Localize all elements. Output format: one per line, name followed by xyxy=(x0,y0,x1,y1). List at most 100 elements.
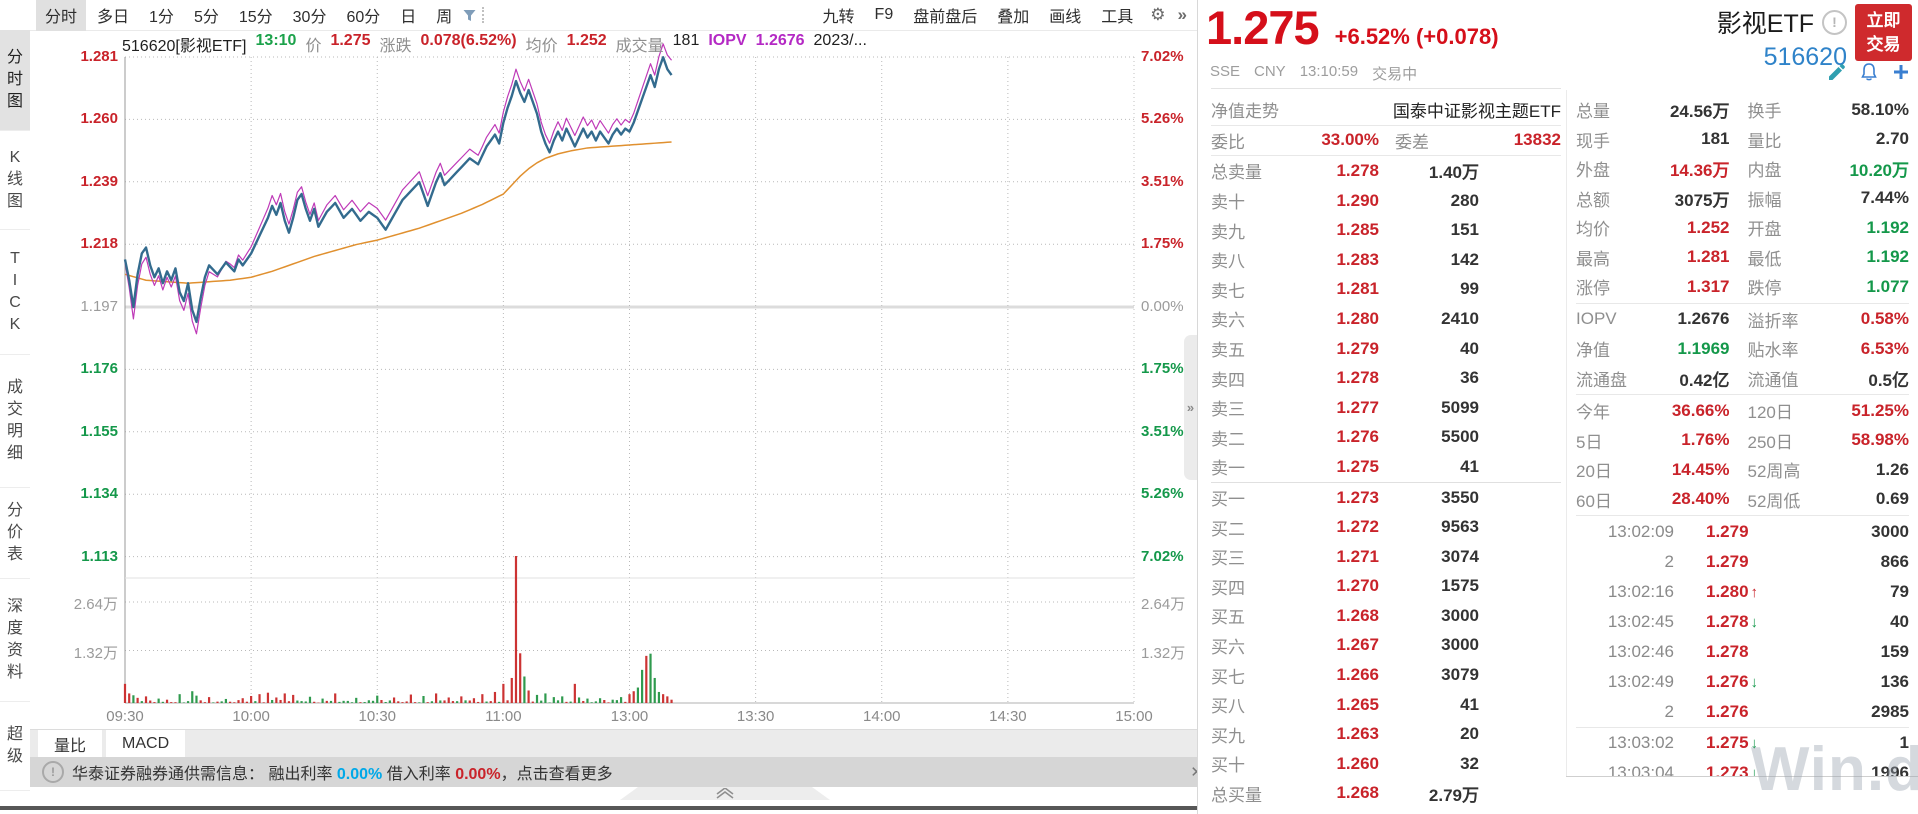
toolbar-item-叠加[interactable]: 叠加 xyxy=(997,9,1030,26)
period-tab-周[interactable]: 周 xyxy=(436,9,453,26)
bid-row-2[interactable]: 买二 1.272 9563 xyxy=(1211,512,1561,542)
collapse-handle-bottom[interactable] xyxy=(620,787,830,800)
total-buy-row[interactable]: 总买量 1.268 2.79万 xyxy=(1211,779,1561,809)
toolbar-item-画线[interactable]: 画线 xyxy=(1049,9,1082,26)
level-price: 1.260 xyxy=(1336,753,1379,773)
trade-time: 2 xyxy=(1664,702,1674,721)
total-sell-row[interactable]: 总卖量 1.278 1.40万 xyxy=(1211,156,1561,186)
indicator-tab-MACD[interactable]: MACD xyxy=(106,730,186,758)
period-tab-分时[interactable]: 分时 xyxy=(36,0,87,31)
trade-row-6[interactable]: 2 1.276 2985 xyxy=(1576,697,1909,727)
sidebar-item-4[interactable]: 成交明细 xyxy=(0,355,30,488)
toolbar-item-九转[interactable]: 九转 xyxy=(822,9,855,26)
trade-row-3[interactable]: 13:02:45 1.278 ↓ 40 xyxy=(1576,607,1909,637)
bid-row-9[interactable]: 买九 1.263 20 xyxy=(1211,719,1561,749)
trade-row-4[interactable]: 13:02:46 1.278 159 xyxy=(1576,637,1909,667)
stat-row-0: 总量 24.56万 换手 58.10% xyxy=(1576,95,1909,125)
stat-row-3: 总额 3075万 振幅 7.44% xyxy=(1576,184,1909,214)
sidebar-item-char: 图 xyxy=(6,193,23,210)
bid-row-5[interactable]: 买五 1.268 3000 xyxy=(1211,601,1561,631)
stat-value: 0.5亿 xyxy=(1868,370,1909,390)
level-volume: 32 xyxy=(1460,753,1479,773)
level-price: 1.268 xyxy=(1336,783,1379,803)
ask-row-4[interactable]: 卖四 1.278 36 xyxy=(1211,363,1561,393)
period-tab-30分[interactable]: 30分 xyxy=(292,9,327,26)
ask-row-5[interactable]: 卖五 1.279 40 xyxy=(1211,334,1561,364)
quote-summary-part-7: 1.252 xyxy=(566,32,607,49)
ask-row-10[interactable]: 卖十 1.290 280 xyxy=(1211,186,1561,216)
currency: CNY xyxy=(1254,63,1286,80)
price-axis-label: 1.260 xyxy=(80,110,118,128)
ask-row-6[interactable]: 卖六 1.280 2410 xyxy=(1211,304,1561,334)
info-icon[interactable]: ! xyxy=(1822,9,1847,35)
ask-row-7[interactable]: 卖七 1.281 99 xyxy=(1211,275,1561,305)
bid-row-3[interactable]: 买三 1.271 3074 xyxy=(1211,542,1561,572)
trade-volume: 3000 xyxy=(1871,522,1909,541)
quote-time: 13:10:59 xyxy=(1299,63,1359,80)
sidebar-item-5[interactable]: 分价表 xyxy=(0,488,30,579)
period-tab-60分[interactable]: 60分 xyxy=(346,9,381,26)
period-tab-15分[interactable]: 15分 xyxy=(238,9,273,26)
quote-summary-part-4: 涨跌 xyxy=(379,38,412,55)
trade-now-button[interactable]: 立即 交易 xyxy=(1855,4,1912,61)
filter-icon[interactable] xyxy=(463,9,476,22)
stat-value: 1.26 xyxy=(1875,459,1909,479)
bid-row-10[interactable]: 买十 1.260 32 xyxy=(1211,749,1561,779)
collapse-handle-panel[interactable]: » xyxy=(1184,335,1197,480)
sidebar-item-6[interactable]: 深度资料 xyxy=(0,579,30,702)
trade-row-7[interactable]: 13:03:02 1.275 ↓ 1 xyxy=(1576,727,1909,758)
trade-row-2[interactable]: 13:02:16 1.280 ↑ 79 xyxy=(1576,577,1909,607)
trade-row-0[interactable]: 13:02:09 1.279 3000 xyxy=(1576,517,1909,547)
period-tab-日[interactable]: 日 xyxy=(400,9,417,26)
ask-row-1[interactable]: 卖一 1.275 41 xyxy=(1211,452,1561,482)
gear-icon[interactable]: ⚙ xyxy=(1150,5,1166,24)
bid-row-1[interactable]: 买一 1.273 3550 xyxy=(1211,481,1561,513)
chevron-more-icon[interactable]: » xyxy=(1177,5,1187,24)
level-label: 买十 xyxy=(1211,756,1245,776)
trade-volume: 1996 xyxy=(1871,763,1909,776)
stat-label: 开盘 xyxy=(1747,220,1782,240)
sidebar-item-1[interactable]: 分时图 xyxy=(0,30,30,131)
ask-row-9[interactable]: 卖九 1.285 151 xyxy=(1211,215,1561,245)
stats-divider xyxy=(1576,302,1909,304)
ask-row-8[interactable]: 卖八 1.283 142 xyxy=(1211,245,1561,275)
stat-label: 总量 xyxy=(1576,102,1610,122)
trade-row-8[interactable]: 13:03:04 1.273 ↓ 1996 xyxy=(1576,758,1909,776)
weicha-label: 委差 xyxy=(1395,132,1429,152)
toolbar-item-工具[interactable]: 工具 xyxy=(1101,9,1134,26)
bid-row-8[interactable]: 买八 1.265 41 xyxy=(1211,690,1561,720)
time-tick-11:00: 11:00 xyxy=(485,708,522,725)
trade-row-1[interactable]: 2 1.279 866 xyxy=(1576,547,1909,577)
period-tab-多日[interactable]: 多日 xyxy=(97,9,130,26)
period-tabs: 分时 多日 1分 5分 15分 30分 60分 日 周 xyxy=(30,0,490,31)
bid-row-6[interactable]: 买六 1.267 3000 xyxy=(1211,631,1561,661)
stat-label: 均价 xyxy=(1576,220,1610,240)
bid-row-7[interactable]: 买七 1.266 3079 xyxy=(1211,660,1561,690)
toolbar-item-F9[interactable]: F9 xyxy=(874,6,894,23)
level-volume: 3000 xyxy=(1441,635,1479,655)
bid-row-4[interactable]: 买四 1.270 1575 xyxy=(1211,572,1561,602)
toolbar-item-盘前盘后[interactable]: 盘前盘后 xyxy=(913,9,978,26)
ask-row-3[interactable]: 卖三 1.277 5099 xyxy=(1211,393,1561,423)
period-tab-1分[interactable]: 1分 xyxy=(149,9,174,26)
plus-icon[interactable] xyxy=(1892,63,1910,81)
stat-value: 10.20万 xyxy=(1849,161,1909,181)
nav-trend-row[interactable]: 净值走势 国泰中证影视主题ETF xyxy=(1211,95,1561,126)
pencil-icon[interactable] xyxy=(1827,63,1846,82)
stat-row-6: 涨停 1.317 跌停 1.077 xyxy=(1576,272,1909,302)
arrow-down-icon: ↓ xyxy=(1750,673,1759,691)
bell-icon[interactable] xyxy=(1859,62,1879,82)
stat-label: 5日 xyxy=(1576,432,1603,452)
trade-row-5[interactable]: 13:02:49 1.276 ↓ 136 xyxy=(1576,667,1909,697)
indicator-tab-量比[interactable]: 量比 xyxy=(38,730,103,758)
period-tab-5分[interactable]: 5分 xyxy=(193,9,219,26)
sidebar-item-7[interactable]: 超级 xyxy=(0,702,30,791)
ask-row-2[interactable]: 卖二 1.276 5500 xyxy=(1211,423,1561,453)
level-volume: 3079 xyxy=(1441,665,1479,685)
sidebar-item-char: K xyxy=(9,149,21,166)
percent-axis-label: 5.26% xyxy=(1141,485,1184,503)
sidebar-item-char: I xyxy=(12,272,18,289)
